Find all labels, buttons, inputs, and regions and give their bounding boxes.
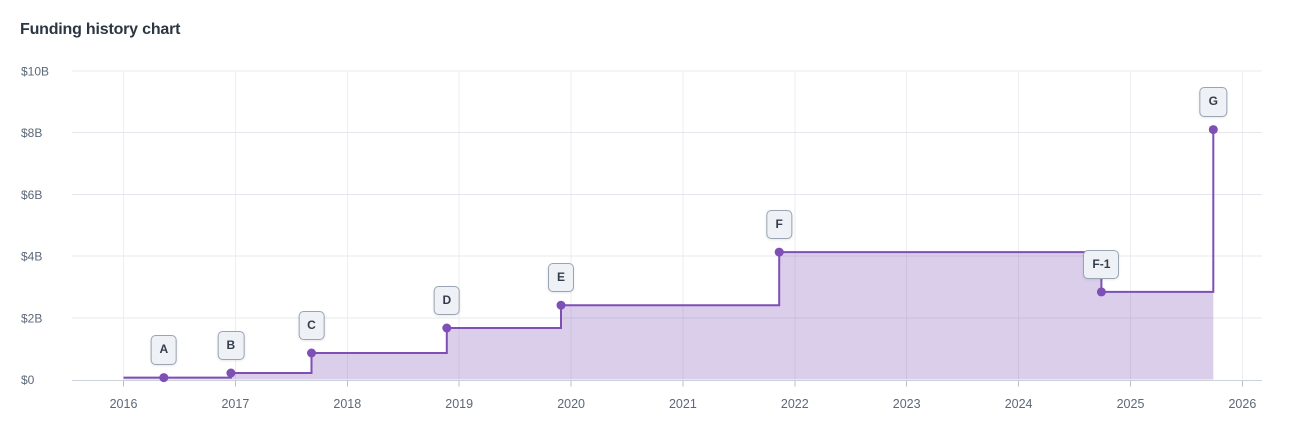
data-point-g[interactable] [1208, 125, 1218, 135]
chart-title: Funding history chart [20, 21, 181, 38]
data-point-markers [159, 125, 1218, 383]
round-label-f[interactable]: F [766, 209, 792, 240]
data-point-f-1[interactable] [1096, 287, 1106, 297]
x-axis-label: 2018 [333, 397, 361, 411]
data-point-b[interactable] [226, 368, 236, 378]
x-axis-label: 2026 [1228, 397, 1256, 411]
round-label-c[interactable]: C [298, 310, 325, 340]
x-axis-label: 2023 [893, 397, 921, 411]
x-axis-label: 2017 [221, 397, 249, 411]
x-axis-labels: 2016 2017 2018 2019 2020 2021 2022 2023 2024 2025… [110, 397, 1257, 411]
x-axis-label: 2024 [1005, 397, 1033, 411]
x-axis-label: 2022 [781, 397, 809, 411]
round-label-e[interactable]: E [547, 263, 575, 293]
x-axis-label: 2025 [1117, 397, 1145, 411]
y-axis-label: $8B [21, 126, 42, 140]
round-label-b[interactable]: B [217, 330, 245, 360]
y-axis-label: $10B [21, 65, 49, 79]
x-axis-label: 2020 [557, 397, 585, 411]
x-axis-label: 2021 [669, 397, 697, 411]
data-point-a[interactable] [159, 373, 169, 383]
round-label-d[interactable]: D [433, 285, 461, 315]
y-axis-label: $6B [21, 188, 42, 202]
x-axis [72, 379, 1262, 387]
round-label-g[interactable]: G [1199, 87, 1227, 117]
funding-area-fill [123, 129, 1214, 380]
round-label-a[interactable]: A [150, 335, 178, 365]
data-point-f[interactable] [774, 247, 784, 257]
y-axis-label: $2B [21, 311, 42, 325]
x-axis-label: 2016 [110, 397, 138, 411]
data-point-c[interactable] [307, 348, 316, 358]
data-point-e[interactable] [556, 300, 566, 310]
y-axis-label: $4B [21, 250, 42, 264]
y-axis-label: $0 [21, 373, 35, 387]
horizontal-gridlines [72, 70, 1262, 319]
y-axis-labels: $0 $2B $4B $6B $8B $10B [21, 65, 49, 388]
x-axis-label: 2019 [445, 397, 473, 411]
round-label-f-1[interactable]: F-1 [1083, 249, 1120, 279]
data-point-d[interactable] [442, 323, 452, 333]
